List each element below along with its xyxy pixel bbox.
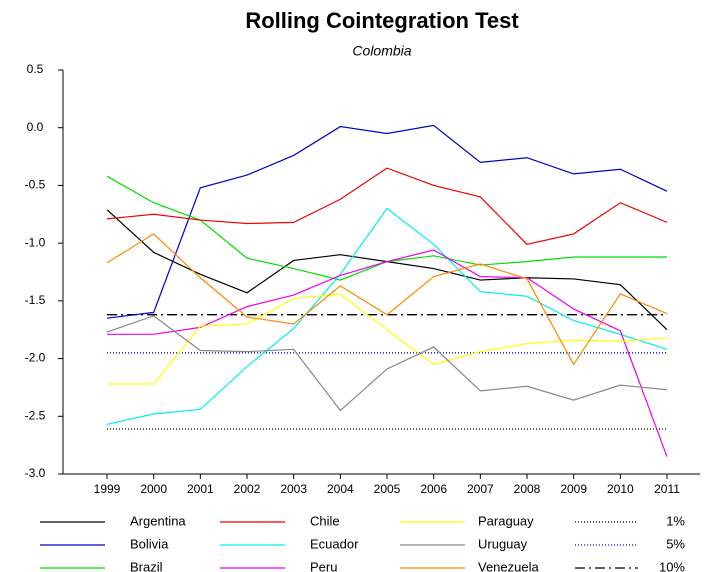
x-tick-label: 2001 — [187, 482, 214, 496]
series-line — [106, 315, 668, 412]
series-line — [106, 233, 668, 366]
chart-subtitle: Colombia — [352, 43, 411, 59]
legend-label: 1% — [666, 513, 685, 528]
y-tick-label: 0.5 — [27, 62, 44, 76]
y-tick-label: 0.0 — [27, 120, 44, 134]
x-tick-label: 2000 — [140, 482, 167, 496]
series-line — [107, 249, 668, 457]
legend-label: Paraguay — [478, 513, 534, 528]
y-tick-label: -0.5 — [25, 178, 46, 192]
x-tick-label: 2010 — [607, 482, 634, 496]
series-line — [106, 167, 668, 245]
legend-label: 10% — [659, 559, 685, 572]
x-tick-label: 2011 — [654, 482, 680, 496]
x-tick-label: 2005 — [374, 482, 401, 496]
series-line — [106, 124, 668, 319]
y-tick-label: -2.0 — [25, 351, 46, 365]
x-tick-label: 2003 — [280, 482, 307, 496]
series-line — [107, 293, 668, 385]
y-tick-label: -2.5 — [25, 408, 46, 422]
chart-title: Rolling Cointegration Test — [245, 8, 519, 33]
x-tick-label: 2006 — [420, 482, 447, 496]
legend-label: Uruguay — [478, 536, 528, 551]
x-tick-label: 2009 — [560, 482, 587, 496]
y-tick-label: -1.0 — [25, 235, 46, 249]
legend-label: Brazil — [130, 559, 163, 572]
x-tick-label: 2008 — [514, 482, 541, 496]
x-tick-label: 1999 — [94, 482, 121, 496]
legend-label: Argentina — [130, 513, 186, 528]
y-tick-label: -1.5 — [25, 293, 46, 307]
legend-label: 5% — [666, 536, 685, 551]
x-tick-label: 2004 — [327, 482, 354, 496]
legend-label: Peru — [310, 559, 337, 572]
legend-label: Venezuela — [478, 559, 539, 572]
legend-label: Bolivia — [130, 536, 169, 551]
x-tick-label: 2007 — [467, 482, 494, 496]
y-tick-label: -3.0 — [25, 466, 46, 480]
x-tick-label: 2002 — [234, 482, 261, 496]
legend-label: Chile — [310, 513, 340, 528]
series-line — [106, 207, 668, 425]
legend-label: Ecuador — [310, 536, 359, 551]
